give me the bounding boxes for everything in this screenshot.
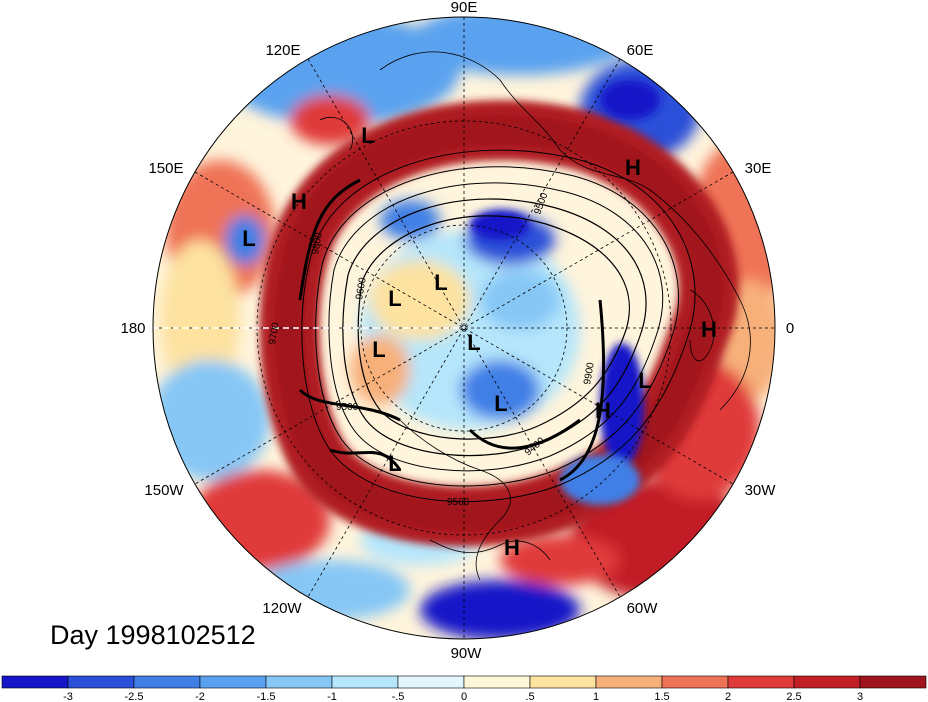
colorbar-swatch bbox=[727, 675, 795, 689]
lon-label-90e: 90E bbox=[451, 0, 478, 16]
low-center-marker: L bbox=[638, 368, 651, 393]
high-center-marker: H bbox=[625, 155, 641, 180]
colorbar-swatch bbox=[859, 675, 927, 689]
high-center-marker: H bbox=[291, 189, 307, 214]
contour-label: 9500 bbox=[447, 497, 470, 508]
colorbar-swatch bbox=[595, 675, 663, 689]
colorbar-tick-label: 2.5 bbox=[786, 691, 801, 702]
colorbar-tick-label: 0 bbox=[461, 691, 467, 702]
contour-label: 9600 bbox=[354, 276, 369, 300]
colorbar-tick-label: -3 bbox=[63, 691, 73, 702]
colorbar-swatch bbox=[793, 675, 861, 689]
colorbar-tick-label: -1.5 bbox=[257, 691, 276, 702]
lon-label-60w: 60W bbox=[627, 600, 659, 617]
colorbar-tick-label: -.5 bbox=[392, 691, 405, 702]
pressure-center-markers: L H H L L L L L L H L H L H bbox=[242, 123, 717, 560]
lon-label-150w: 150W bbox=[144, 482, 184, 499]
colorbar-swatch bbox=[265, 675, 333, 689]
height-contours bbox=[298, 149, 696, 503]
colorbar-tick-label: 2 bbox=[725, 691, 731, 702]
high-center-marker: H bbox=[701, 317, 717, 342]
lon-label-150e: 150E bbox=[148, 160, 183, 177]
colorbar-swatch bbox=[1, 675, 69, 689]
colorbar-tick-label: 3 bbox=[857, 691, 863, 702]
low-center-marker: L bbox=[434, 270, 447, 295]
colorbar: -3 -2.5 -2 -1.5 -1 -.5 0 .5 1 1.5 2 2.5 3 bbox=[1, 675, 927, 702]
colorbar-swatch bbox=[661, 675, 729, 689]
high-center-marker: H bbox=[595, 398, 611, 423]
high-center-marker: H bbox=[504, 535, 520, 560]
contour-label: 9800 bbox=[310, 231, 325, 255]
lon-label-0: 0 bbox=[786, 320, 794, 337]
colorbar-swatch bbox=[67, 675, 135, 689]
lon-label-180: 180 bbox=[120, 320, 145, 337]
contour-label: 9500 bbox=[336, 402, 359, 413]
low-center-marker: L bbox=[242, 226, 255, 251]
anomaly-shading bbox=[153, 17, 775, 639]
colorbar-tick-label: 1 bbox=[593, 691, 599, 702]
lon-label-120w: 120W bbox=[262, 600, 302, 617]
lon-label-60e: 60E bbox=[627, 42, 654, 59]
colorbar-tick-label: -1 bbox=[327, 691, 337, 702]
coastlines bbox=[319, 51, 751, 581]
low-center-marker: L bbox=[388, 451, 401, 476]
contour-label: 9900 bbox=[582, 361, 597, 385]
longitude-labels: 90E 60E 30E 0 30W 60W 90W 120W 150W 180 … bbox=[120, 0, 794, 662]
lon-label-90w: 90W bbox=[451, 645, 483, 662]
low-center-marker: L bbox=[494, 391, 507, 416]
colorbar-swatch bbox=[133, 675, 201, 689]
low-center-marker: L bbox=[372, 337, 385, 362]
lon-label-30e: 30E bbox=[745, 160, 772, 177]
low-center-marker: L bbox=[361, 123, 374, 148]
day-label: Day 1998102512 bbox=[50, 620, 256, 650]
map-boundary bbox=[152, 16, 776, 640]
colorbar-tick-label: .5 bbox=[525, 691, 534, 702]
colorbar-tick-label: -2.5 bbox=[125, 691, 144, 702]
lon-label-30w: 30W bbox=[745, 482, 777, 499]
colorbar-tick-label: -2 bbox=[195, 691, 205, 702]
colorbar-swatch bbox=[199, 675, 267, 689]
lon-label-120e: 120E bbox=[265, 42, 300, 59]
colorbar-swatch bbox=[529, 675, 597, 689]
low-center-marker: L bbox=[467, 330, 480, 355]
colorbar-swatch bbox=[397, 675, 465, 689]
colorbar-tick-label: 1.5 bbox=[654, 691, 669, 702]
colorbar-swatch bbox=[331, 675, 399, 689]
contour-label: 9700 bbox=[267, 321, 282, 345]
low-center-marker: L bbox=[388, 286, 401, 311]
colorbar-swatch bbox=[463, 675, 531, 689]
